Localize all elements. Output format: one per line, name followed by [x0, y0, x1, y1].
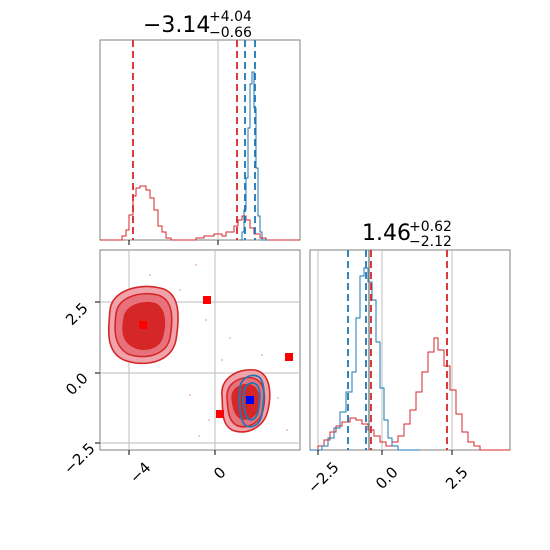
- red-histogram-top: [100, 185, 300, 241]
- panel-top-left: [99, 39, 301, 245]
- red-histogram-br: [310, 337, 510, 451]
- xtick-label-br-1: −2.5: [304, 458, 342, 496]
- title-top-left-lower: −0.66: [209, 25, 252, 41]
- panel-top-left-frame: [99, 39, 301, 241]
- red-marker-4: [285, 353, 293, 361]
- xtick-label-bl-1: −4: [126, 458, 154, 486]
- title-top-left-value: −3.14: [143, 13, 210, 38]
- panel-bottom-left: −4 0 2.5 0.0 −2.5: [60, 249, 301, 487]
- ytick-label-bl-2: 0.0: [62, 369, 92, 399]
- xtick-label-br-2: 0.0: [372, 463, 402, 493]
- blue-histogram-br: [310, 267, 420, 451]
- ytick-label-bl-3: −2.5: [60, 439, 98, 477]
- ytick-label-bl-1: 2.5: [62, 299, 92, 329]
- title-bottom-right-lower: −2.12: [409, 234, 452, 250]
- title-bottom-right-value: 1.46: [362, 221, 411, 246]
- blue-marker: [246, 396, 254, 404]
- red-marker-3: [216, 410, 224, 418]
- title-top-left-upper: +4.04: [209, 9, 252, 25]
- blue-histogram-top: [240, 71, 268, 241]
- panel-bottom-left-frame: [99, 249, 301, 451]
- red-marker-1: [139, 321, 147, 329]
- xtick-label-br-3: 2.5: [442, 463, 472, 493]
- blue-contour-outer: [238, 374, 265, 428]
- red-marker-2: [203, 296, 211, 304]
- blue-contour-inner: [242, 382, 261, 421]
- title-bottom-right-upper: +0.62: [409, 219, 452, 235]
- panel-bottom-right: −2.5 0.0 2.5: [304, 249, 511, 497]
- xtick-label-bl-2: 0: [210, 463, 229, 482]
